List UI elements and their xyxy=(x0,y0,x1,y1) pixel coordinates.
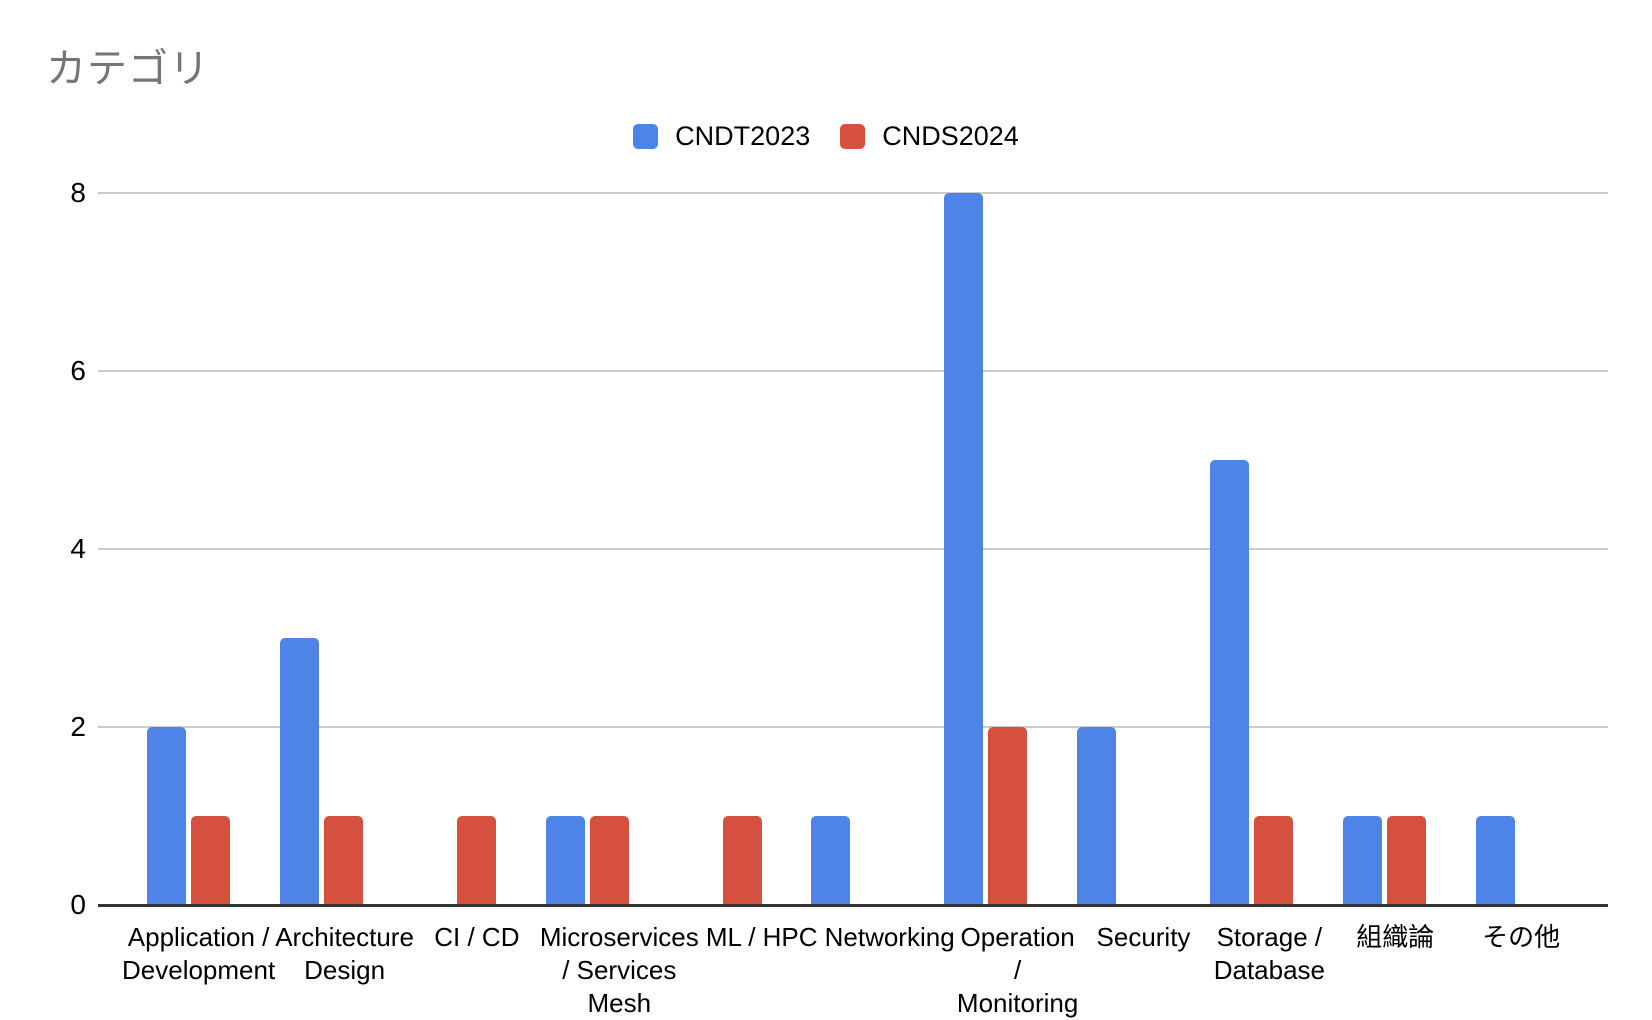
legend-item-cndt2023: CNDT2023 xyxy=(633,121,810,152)
bar-group xyxy=(388,193,521,905)
gridline xyxy=(98,370,1608,372)
bar-group xyxy=(919,193,1052,905)
y-axis-tick-label: 8 xyxy=(70,177,86,208)
x-axis-label: CI / CD xyxy=(434,922,520,952)
bar-group xyxy=(1451,193,1584,905)
bar-group xyxy=(521,193,654,905)
gridline xyxy=(98,548,1608,550)
gridline xyxy=(98,726,1608,728)
bar-cndt2023 xyxy=(146,727,186,905)
bar-cnds2024 xyxy=(1387,816,1427,905)
x-axis-line xyxy=(98,904,1608,907)
x-axis-label: その他 xyxy=(1482,922,1561,952)
plot-area xyxy=(98,192,1608,907)
chart-title: カテゴリ xyxy=(46,47,210,91)
bar-cndt2023 xyxy=(1343,816,1383,905)
legend-label: CNDT2023 xyxy=(675,121,811,151)
bar-cnds2024 xyxy=(456,816,496,905)
bar-group xyxy=(1185,193,1318,905)
x-axis-label: Operation / Monitoring / Logging xyxy=(956,922,1079,1018)
legend-label: CNDS2024 xyxy=(882,121,1019,151)
x-axis-label: Application / Development xyxy=(122,922,276,985)
bar-group xyxy=(1052,193,1185,905)
x-axis-label: Security xyxy=(1096,922,1191,952)
bar-group xyxy=(255,193,388,905)
x-axis-labels: Application / Development Architecture De… xyxy=(98,921,1608,1020)
x-axis-label: Networking xyxy=(824,922,955,952)
bar-cndt2023 xyxy=(279,638,319,905)
gridline xyxy=(98,192,1608,194)
bar-group xyxy=(122,193,255,905)
bar-cnds2024 xyxy=(190,816,230,905)
legend-swatch-icon xyxy=(840,124,866,149)
legend: CNDT2023 CNDS2024 xyxy=(0,121,1652,152)
x-axis-label: 組織論 xyxy=(1356,922,1435,952)
bar-cndt2023 xyxy=(545,816,585,905)
y-axis-tick-label: 4 xyxy=(70,533,86,564)
bar-cndt2023 xyxy=(1077,727,1117,905)
x-axis-label: Storage / Database xyxy=(1213,922,1326,985)
legend-swatch-icon xyxy=(633,124,659,149)
bar-cndt2023 xyxy=(1476,816,1516,905)
bar-cndt2023 xyxy=(944,193,984,905)
legend-item-cnds2024: CNDS2024 xyxy=(840,121,1019,152)
y-axis-tick-label: 0 xyxy=(70,889,86,920)
bar-cnds2024 xyxy=(323,816,363,905)
x-axis-label: ML / HPC xyxy=(705,922,818,952)
bar-cndt2023 xyxy=(1210,460,1250,905)
x-axis-label: Architecture Design xyxy=(275,922,414,985)
x-axis-label: Microservices / Services Mesh xyxy=(539,922,699,1018)
bars-area xyxy=(98,193,1608,905)
bar-cnds2024 xyxy=(722,816,762,905)
y-axis-tick-label: 6 xyxy=(70,355,86,386)
bar-group xyxy=(787,193,920,905)
bar-group xyxy=(1318,193,1451,905)
bar-cnds2024 xyxy=(1254,816,1294,905)
bar-cnds2024 xyxy=(589,816,629,905)
y-axis-tick-label: 2 xyxy=(70,711,86,742)
bar-cndt2023 xyxy=(811,816,851,905)
bar-group xyxy=(654,193,787,905)
bar-cnds2024 xyxy=(988,727,1028,905)
